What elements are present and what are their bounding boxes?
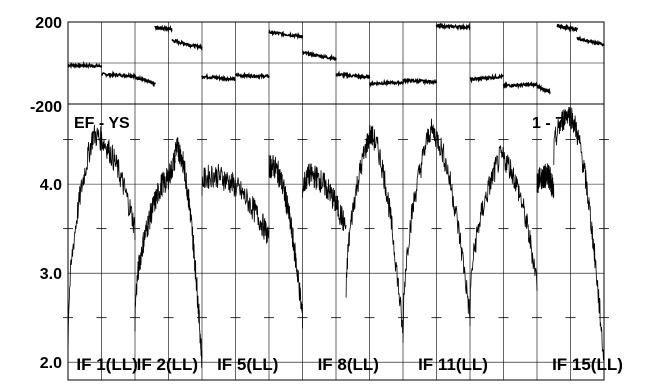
phase-series-segment — [302, 50, 337, 62]
phase-tick-label-bottom: -200 — [30, 99, 62, 116]
amplitude-series-arch — [134, 149, 176, 332]
phase-panel: 200 -200 — [30, 15, 605, 116]
amplitude-series-arch — [268, 154, 303, 329]
channel-label: IF 15(LL) — [552, 355, 623, 374]
phase-series-segment — [556, 23, 578, 33]
amplitude-series-arch — [345, 124, 404, 334]
amplitude-panel: 4.0 3.0 2.0 EF - YS 1 - 7 IF 1(LL)IF 2(LL)… — [40, 103, 623, 381]
phase-series-segment — [154, 24, 173, 34]
amplitude-series-arch — [174, 137, 203, 368]
phase-series-segment — [469, 72, 504, 84]
amplitude-series-arch — [553, 106, 605, 370]
amplitude-series-arch — [402, 118, 471, 343]
channel-label: IF 11(LL) — [418, 355, 488, 374]
phase-series-segment — [134, 73, 156, 88]
amplitude-tick-label: 4.0 — [40, 177, 62, 194]
channel-label: IF 2(LL) — [137, 355, 198, 374]
amplitude-y-ticks: 4.0 3.0 2.0 — [40, 177, 62, 372]
phase-series-segment — [268, 29, 304, 40]
phase-series-segment — [369, 78, 404, 88]
phase-tick-label-top: 200 — [35, 15, 62, 32]
amplitude-tick-label: 2.0 — [40, 355, 62, 372]
phase-series-segment — [335, 70, 371, 81]
channel-annotations: IF 1(LL)IF 2(LL) IF 5(LL) IF 8(LL) IF 11(LL… — [76, 355, 623, 374]
scan-range-title: 1 - 7 — [532, 115, 564, 132]
channel-label: IF 1(LL) — [76, 355, 137, 374]
phase-points — [67, 22, 605, 95]
phase-series-segment — [234, 71, 270, 81]
amplitude-series-arch — [536, 163, 555, 199]
amplitude-series-arch — [67, 124, 136, 357]
baseline-title: EF - YS — [74, 115, 130, 132]
phase-series-segment — [536, 83, 551, 95]
amplitude-series-arch — [201, 163, 270, 244]
phase-grid — [68, 22, 604, 104]
amplitude-series-arch — [469, 145, 538, 326]
amplitude-grid — [63, 104, 609, 380]
phase-series-segment — [576, 35, 605, 47]
amplitude-series — [67, 106, 605, 370]
amplitude-tick-label: 3.0 — [40, 266, 62, 283]
phase-y-ticks: 200 -200 — [30, 15, 62, 116]
phase-series-segment — [101, 70, 136, 80]
channel-label: IF 5(LL) — [217, 355, 278, 374]
phase-series-segment — [201, 72, 236, 82]
phase-series-segment — [402, 77, 438, 86]
phase-series-segment — [171, 38, 203, 52]
phase-series-segment — [435, 22, 471, 31]
phase-series-segment — [502, 80, 538, 90]
phase-series-segment — [67, 60, 103, 70]
amplitude-series-arch — [302, 163, 347, 231]
channel-label: IF 8(LL) — [318, 355, 379, 374]
